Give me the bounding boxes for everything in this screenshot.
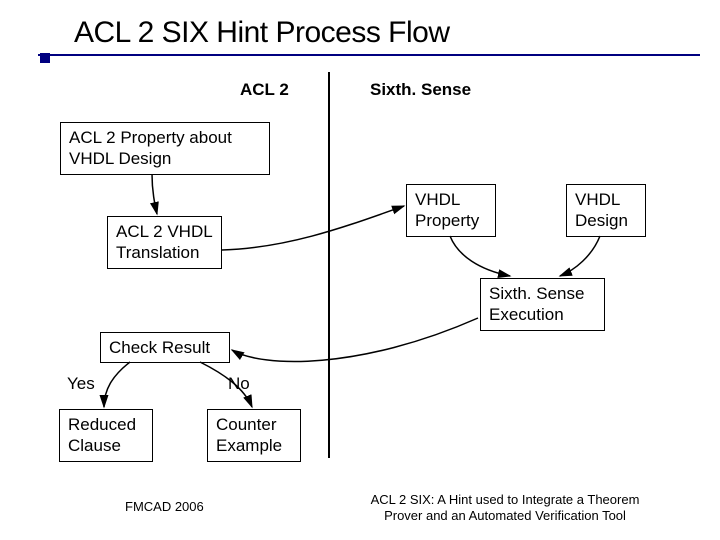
label-no: No — [228, 374, 250, 394]
slide-title: ACL 2 SIX Hint Process Flow — [38, 6, 700, 54]
node-reduced: Reduced Clause — [59, 409, 153, 462]
title-bar: ACL 2 SIX Hint Process Flow — [38, 6, 700, 56]
col-header-left: ACL 2 — [240, 80, 289, 100]
col-header-right: Sixth. Sense — [370, 80, 471, 100]
footer-venue: FMCAD 2006 — [125, 499, 204, 514]
node-prop-about: ACL 2 Property about VHDL Design — [60, 122, 270, 175]
label-yes: Yes — [67, 374, 95, 394]
title-bullet-icon — [40, 53, 50, 63]
node-check-result: Check Result — [100, 332, 230, 363]
node-translation: ACL 2 VHDL Translation — [107, 216, 222, 269]
footer-caption: ACL 2 SIX: A Hint used to Integrate a Th… — [340, 492, 670, 525]
node-execution: Sixth. Sense Execution — [480, 278, 605, 331]
node-vhdl-design: VHDL Design — [566, 184, 646, 237]
node-counter: Counter Example — [207, 409, 301, 462]
node-vhdl-property: VHDL Property — [406, 184, 496, 237]
